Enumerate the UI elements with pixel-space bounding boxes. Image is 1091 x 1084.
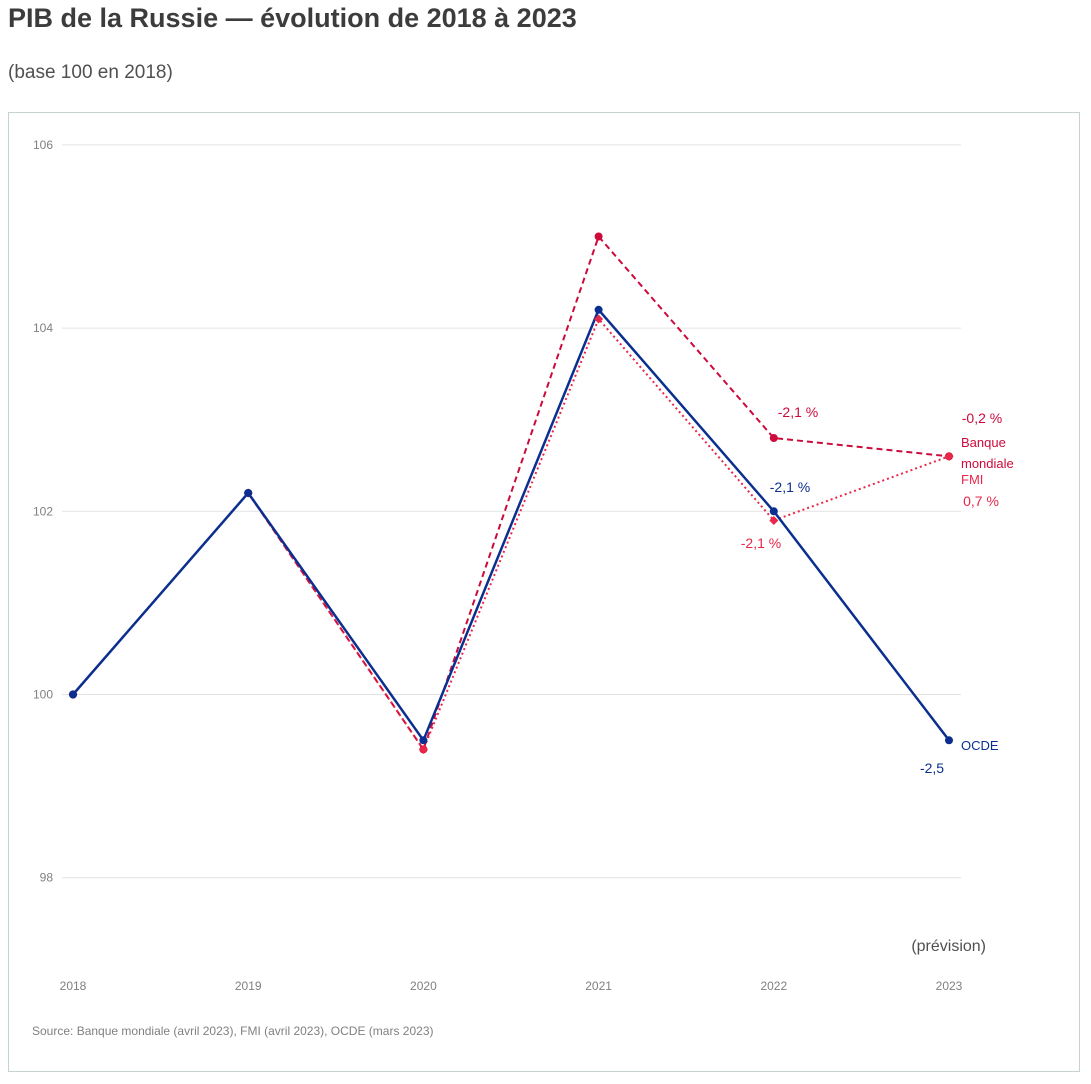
series-line-ocde [72, 308, 950, 742]
chart-subtitle: (base 100 en 2018) [8, 62, 173, 83]
data-point-fmi [944, 451, 954, 461]
series-lines [72, 235, 950, 751]
data-point-banque [769, 434, 778, 443]
series-line-banque [72, 235, 950, 751]
data-point-ocde [69, 690, 77, 699]
grid-lines [62, 144, 961, 879]
x-tick-label: 2021 [585, 979, 612, 993]
data-point-ocde [769, 507, 778, 516]
series-label-ocde: OCDE [961, 738, 999, 753]
chart-frame [8, 112, 1080, 1072]
annotation-ocde-2023: -2,5 [920, 760, 944, 776]
x-tick-label: 2022 [760, 979, 787, 993]
annotation-banque-2022: -2,1 % [778, 404, 818, 420]
x-tick-label: 2023 [936, 979, 963, 993]
chart-title: PIB de la Russie — évolution de 2018 à 2… [8, 3, 577, 33]
x-tick-label: 2019 [235, 979, 262, 993]
series-label-banque-2: mondiale [961, 456, 1014, 471]
y-axis-ticks: 106 104 102 100 98 [33, 138, 53, 885]
forecast-note: (prévision) [911, 938, 986, 955]
x-axis-ticks: 2018 2019 2020 2021 2022 2023 [60, 979, 963, 993]
data-point-ocde [945, 736, 953, 745]
y-tick-label: 106 [33, 138, 53, 152]
series-line-fmi [72, 317, 950, 751]
x-tick-label: 2018 [60, 979, 87, 993]
y-tick-label: 100 [33, 688, 53, 702]
data-point-fmi [418, 744, 428, 754]
series-label-fmi: FMI [961, 472, 983, 487]
annotation-fmi-2023: 0,7 % [963, 493, 999, 509]
data-point-fmi [594, 314, 604, 324]
y-tick-label: 104 [33, 321, 53, 335]
y-tick-label: 102 [33, 504, 53, 518]
data-point-fmi [769, 515, 779, 525]
annotation-ocde-2022: -2,1 % [770, 479, 810, 495]
annotation-fmi-2022: -2,1 % [741, 535, 781, 551]
annotation-banque-2023: -0,2 % [962, 410, 1002, 426]
y-tick-label: 98 [40, 871, 54, 885]
series-markers [68, 232, 954, 754]
data-point-ocde [594, 305, 603, 314]
series-label-banque-1: Banque [961, 435, 1006, 450]
source-note: Source: Banque mondiale (avril 2023), FM… [32, 1024, 434, 1038]
data-point-banque [594, 232, 603, 241]
x-tick-label: 2020 [410, 979, 437, 993]
data-point-ocde [419, 736, 428, 745]
data-point-ocde [244, 488, 253, 497]
